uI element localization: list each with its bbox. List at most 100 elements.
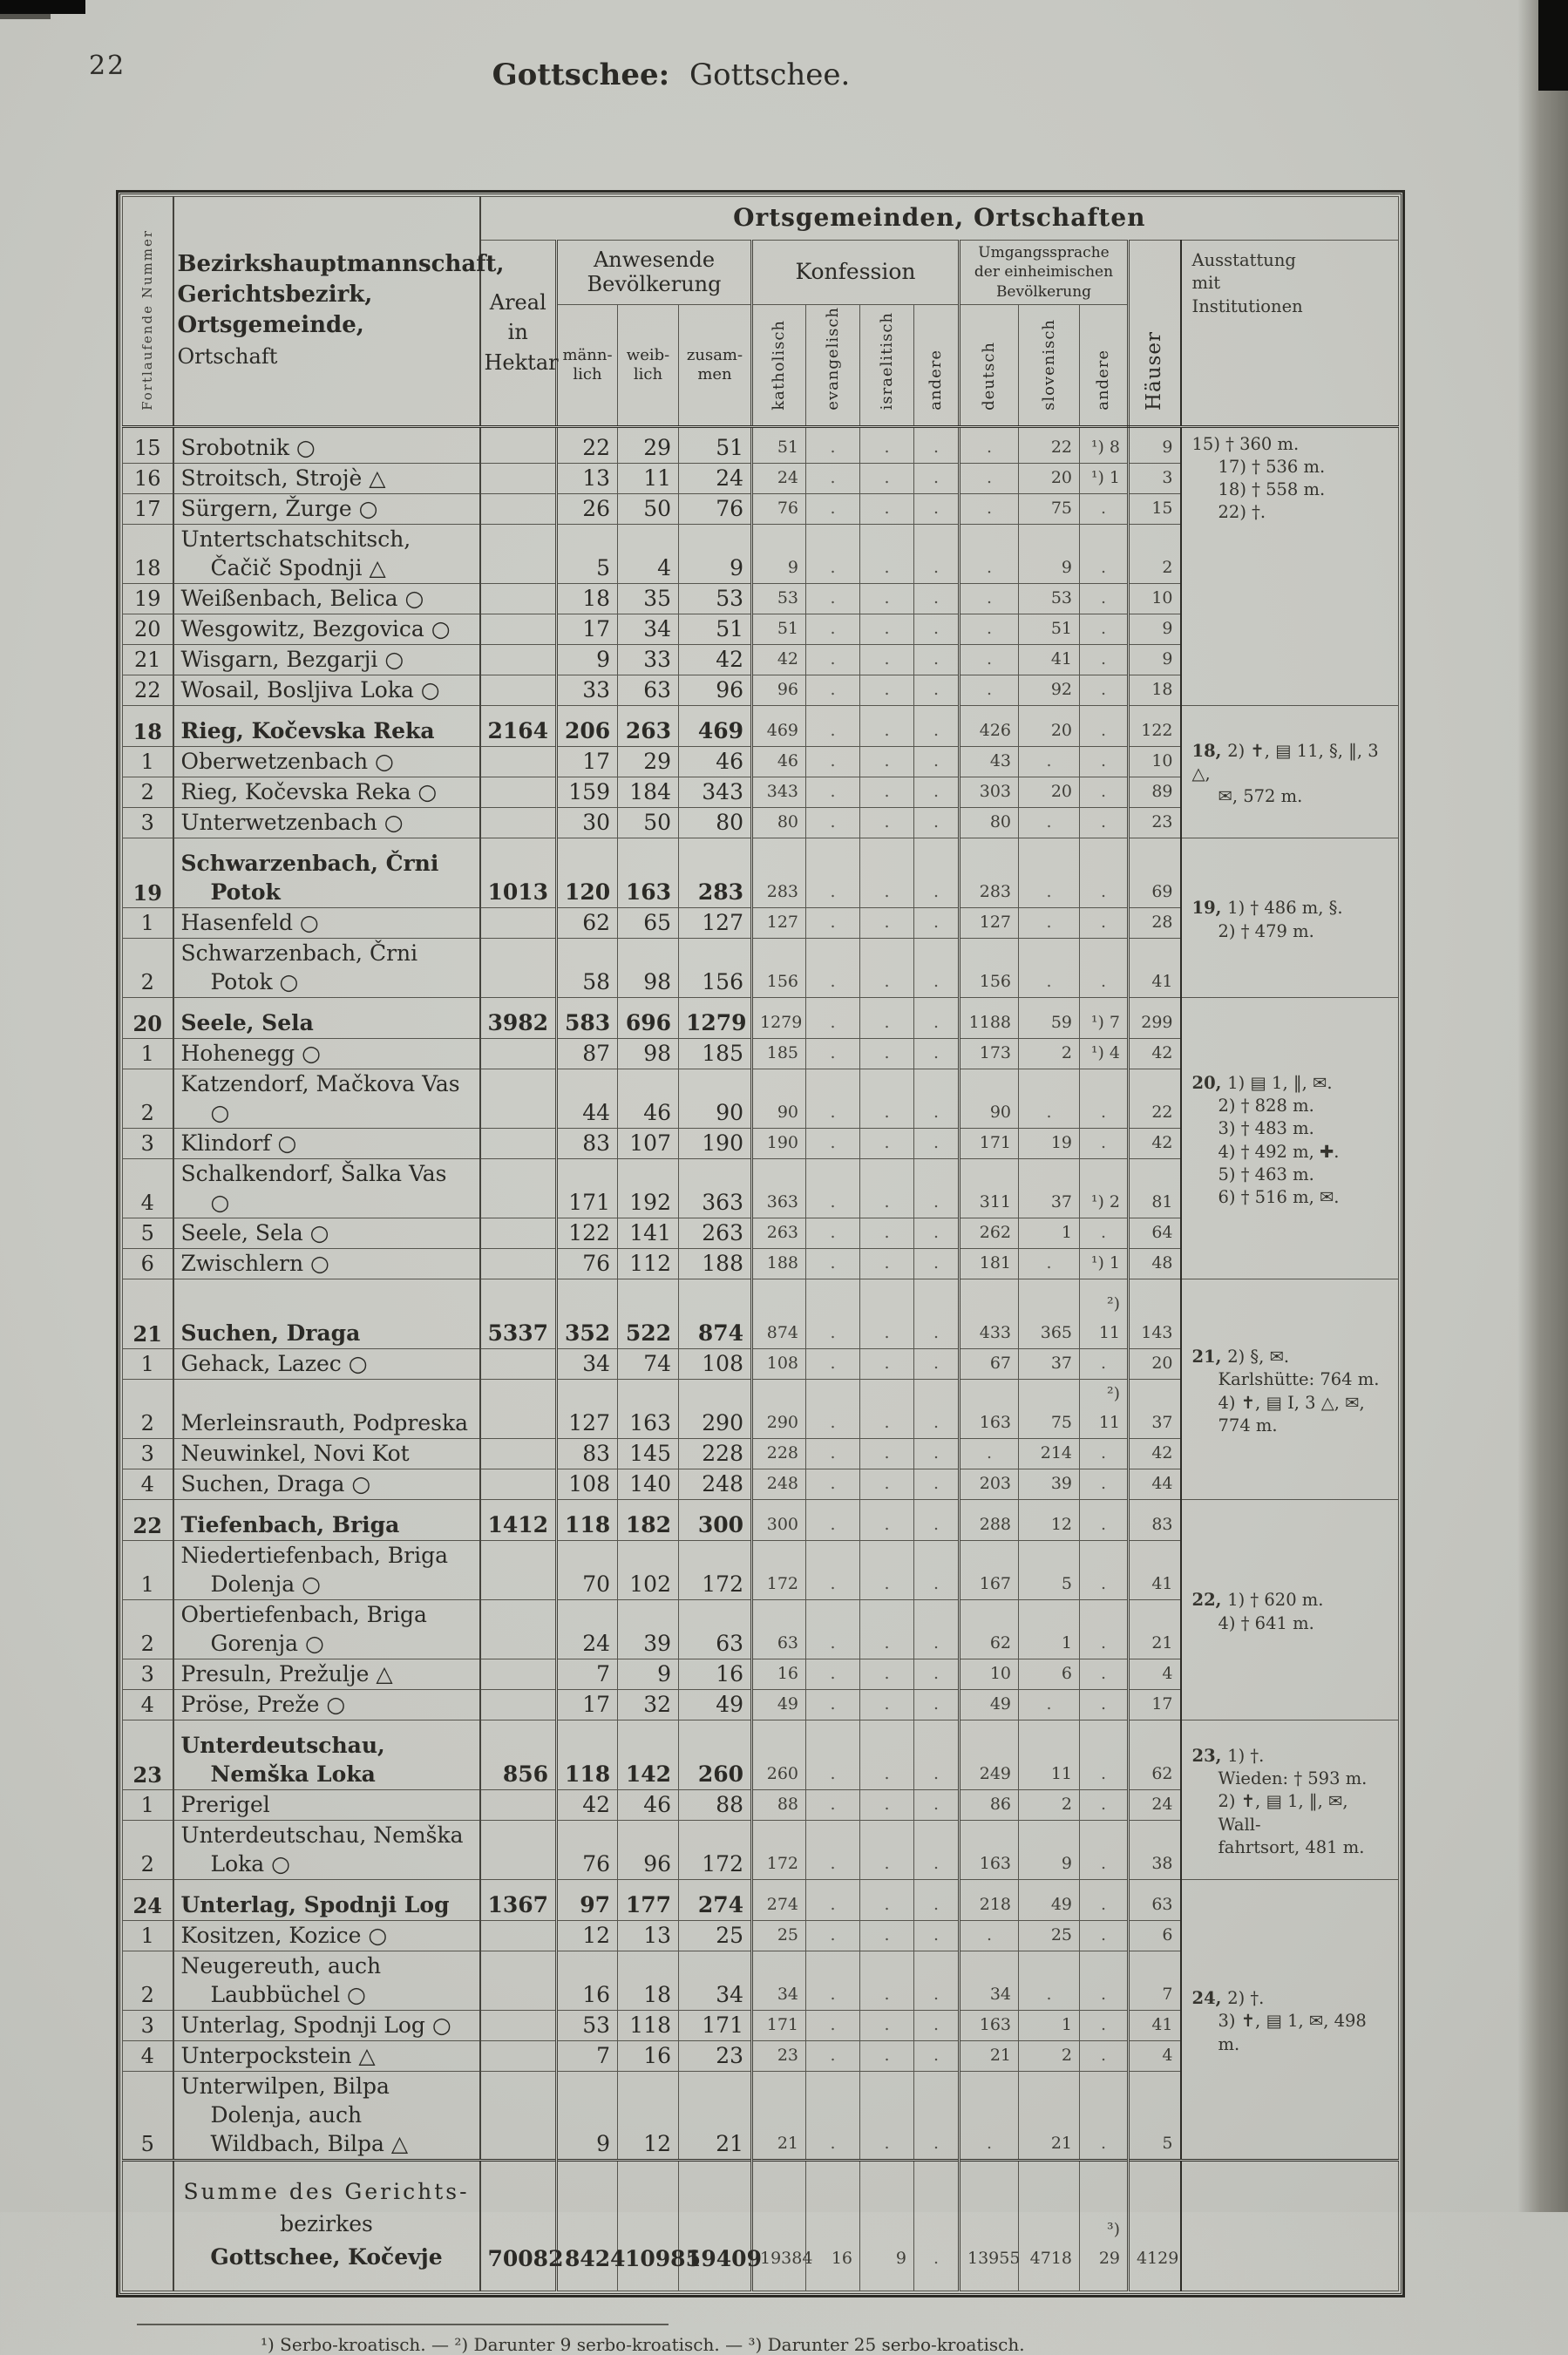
cell-total: 16	[679, 1659, 752, 1689]
cell-protestant: .	[806, 675, 860, 705]
cell-german: 311	[960, 1158, 1019, 1218]
cell-confession-other: .	[914, 644, 960, 675]
cell-confession-other: .	[914, 997, 960, 1038]
cell-total: 343	[679, 777, 752, 807]
cell-total: 76	[679, 493, 752, 524]
cell-language-other: .	[1080, 777, 1129, 807]
cell-german: 49	[960, 1689, 1019, 1720]
cell-language-other: .	[1080, 614, 1129, 644]
cell-number: 2	[123, 1379, 173, 1438]
cell-female: 46	[618, 1789, 679, 1820]
cell-slovene: 2	[1019, 1038, 1080, 1069]
header-zusammen: zusam-men	[679, 305, 752, 427]
cell-confession-other: .	[914, 1218, 960, 1248]
header-katholisch: katholisch	[752, 305, 806, 427]
cell-male: 17	[557, 1689, 618, 1720]
cell-confession-other: .	[914, 524, 960, 583]
cell-place-name: Seele, Sela ○	[173, 1218, 480, 1248]
cell-slovene: 2	[1019, 2040, 1080, 2071]
cell-areal	[480, 907, 557, 938]
cell-protestant: .	[806, 746, 860, 777]
cell-catholic: 9	[752, 524, 806, 583]
cell-male: 58	[557, 938, 618, 997]
cell-houses: 17	[1129, 1689, 1181, 1720]
cell-areal	[480, 2071, 557, 2160]
cell-german: 249	[960, 1720, 1019, 1789]
cell-place-name: Schwarzenbach, Črni Potok ○	[173, 938, 480, 997]
cell-language-other: .	[1080, 705, 1129, 746]
cell-language-other: .	[1080, 2071, 1129, 2160]
cell-place-name: Niedertiefenbach, Briga Dolenja ○	[173, 1540, 480, 1599]
note-group-number: 19,	[1192, 898, 1228, 918]
district-title: Gottschee:	[492, 58, 670, 92]
cell-german: 62	[960, 1599, 1019, 1659]
header-konfession-andere: andere	[914, 305, 960, 427]
cell-houses: 10	[1129, 583, 1181, 614]
cell-confession-other: .	[914, 2010, 960, 2040]
cell-place-name: Wosail, Bosljiva Loka ○	[173, 675, 480, 705]
cell-confession-other: .	[914, 1879, 960, 1920]
cell-male: 5	[557, 524, 618, 583]
cell-language-other: .	[1080, 1789, 1129, 1820]
cell-areal	[480, 1438, 557, 1469]
cell-place-name: Zwischlern ○	[173, 1248, 480, 1279]
cell-female: 11	[618, 463, 679, 493]
cell-protestant: .	[806, 1038, 860, 1069]
cell-female: 65	[618, 907, 679, 938]
cell-language-other: .	[1080, 746, 1129, 777]
cell-number: 4	[123, 2040, 173, 2071]
cell-catholic: 228	[752, 1438, 806, 1469]
cell-language-other: ¹) 4	[1080, 1038, 1129, 1069]
cell-number: 1	[123, 1789, 173, 1820]
cell-number: 3	[123, 1659, 173, 1689]
cell-female: 141	[618, 1218, 679, 1248]
cell-language-other: ¹) 7	[1080, 997, 1129, 1038]
cell-male: 206	[557, 705, 618, 746]
cell-catholic: 343	[752, 777, 806, 807]
cell-total: 42	[679, 644, 752, 675]
cell-houses: 9	[1129, 644, 1181, 675]
cell-language-other: .	[1080, 938, 1129, 997]
cell-slovene: 2	[1019, 1789, 1080, 1820]
cell-jewish: .	[860, 838, 914, 907]
institutions-note: 20, 1) ▤ 1, ‖, ✉.2) † 828 m.3) † 483 m.4…	[1181, 997, 1399, 1279]
cell-houses: 20	[1129, 1348, 1181, 1379]
cell-female: 50	[618, 493, 679, 524]
cell-catholic: 19384	[752, 2160, 806, 2291]
cell-total: 1279	[679, 997, 752, 1038]
cell-total: 21	[679, 2071, 752, 2160]
cell-areal	[480, 1820, 557, 1879]
cell-german: 171	[960, 1128, 1019, 1158]
cell-female: 63	[618, 675, 679, 705]
cell-language-other: ²) 11	[1080, 1279, 1129, 1348]
cell-protestant: .	[806, 705, 860, 746]
cell-number: 6	[123, 1248, 173, 1279]
cell-female: 12	[618, 2071, 679, 2160]
cell-place-name: Hohenegg ○	[173, 1038, 480, 1069]
cell-male: 118	[557, 1720, 618, 1789]
cell-number: 4	[123, 1689, 173, 1720]
cell-catholic: 88	[752, 1789, 806, 1820]
cell-slovene: 6	[1019, 1659, 1080, 1689]
cell-female: 522	[618, 1279, 679, 1348]
cell-protestant: .	[806, 1158, 860, 1218]
cell-male: 122	[557, 1218, 618, 1248]
cell-confession-other: .	[914, 1069, 960, 1128]
cell-slovene: 19	[1019, 1128, 1080, 1158]
cell-houses: 6	[1129, 1920, 1181, 1951]
cell-place-name: Oberwetzenbach ○	[173, 746, 480, 777]
cell-place-name: Prerigel	[173, 1789, 480, 1820]
cell-german: .	[960, 426, 1019, 463]
cell-place-name: Rieg, Kočevska Reka ○	[173, 777, 480, 807]
cell-german: 21	[960, 2040, 1019, 2071]
cell-place-name: Unterdeutschau, Nemška Loka	[173, 1720, 480, 1789]
cell-total: 171	[679, 2010, 752, 2040]
cell-slovene: 9	[1019, 524, 1080, 583]
cell-areal	[480, 2040, 557, 2071]
cell-slovene: 4718	[1019, 2160, 1080, 2291]
cell-male: 22	[557, 426, 618, 463]
cell-jewish: .	[860, 1038, 914, 1069]
